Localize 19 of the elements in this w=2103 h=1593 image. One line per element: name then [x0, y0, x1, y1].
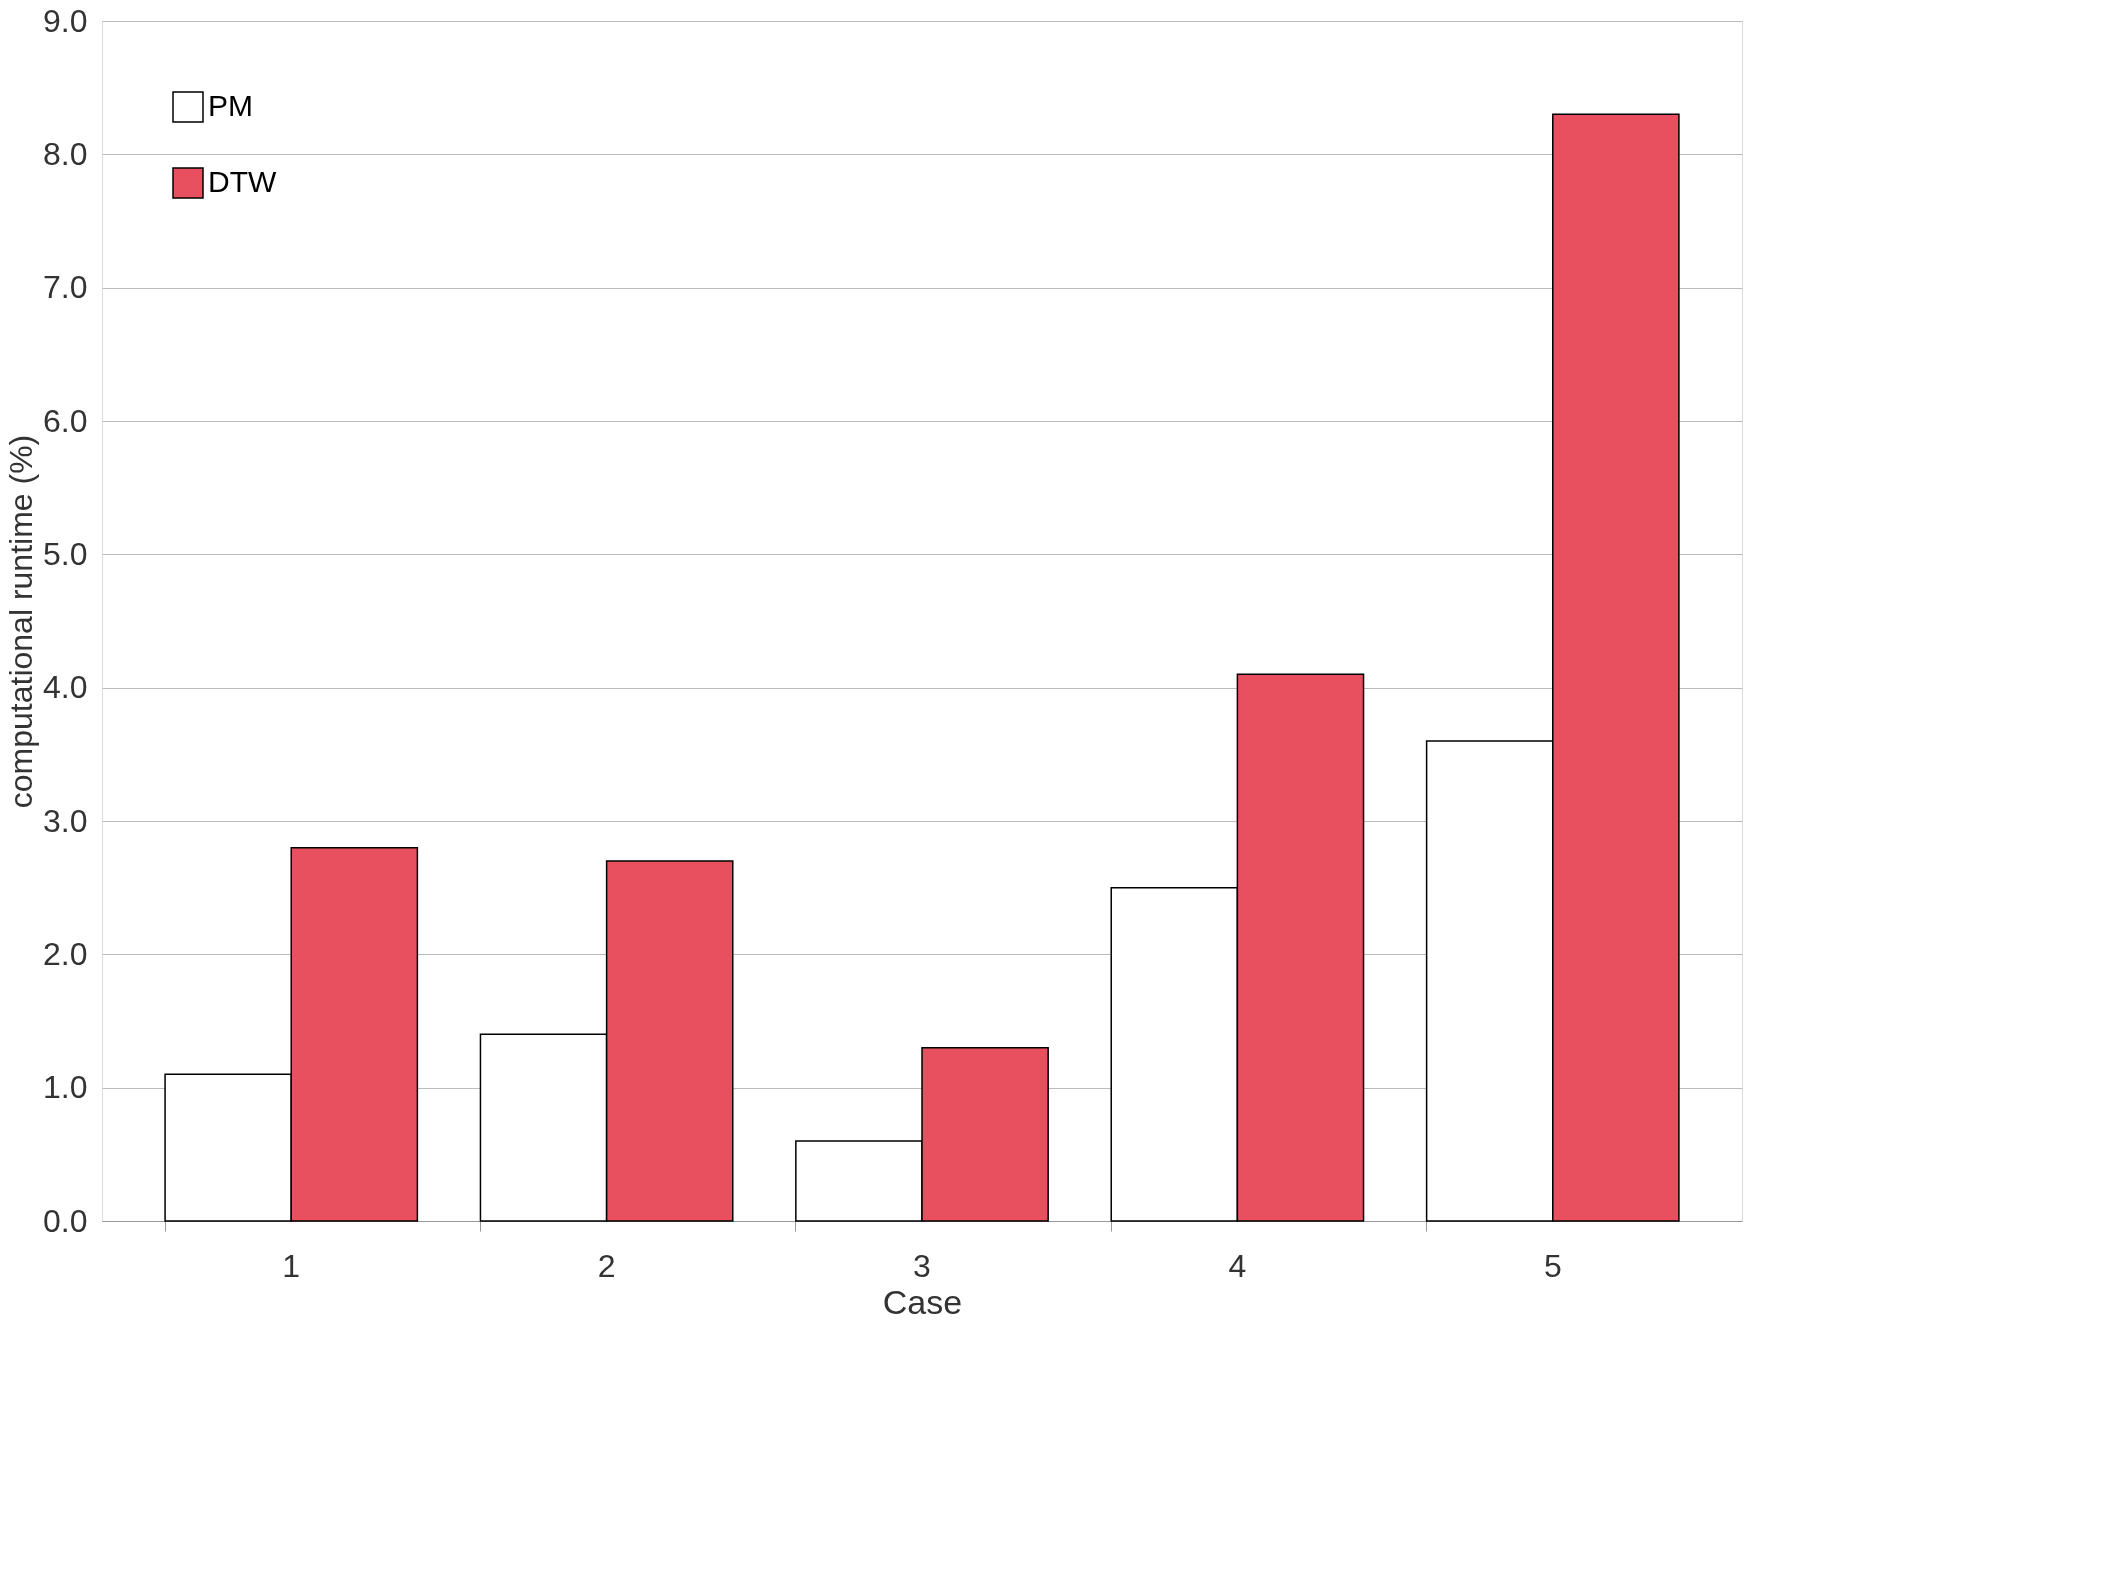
x-tick-label: 3 [913, 1247, 931, 1284]
x-tick-label: 2 [597, 1247, 616, 1284]
y-tick-label: 8.0 [43, 135, 88, 172]
x-tick-label: 5 [1543, 1247, 1562, 1284]
legend-label: DTW [208, 165, 277, 198]
y-tick-label: 1.0 [43, 1069, 88, 1106]
x-axis-title: Case [882, 1282, 963, 1321]
y-tick-label: 2.0 [43, 935, 88, 972]
legend-label: PM [208, 89, 253, 122]
y-tick-label: 6.0 [43, 402, 88, 439]
y-tick-label: 3.0 [43, 802, 88, 839]
y-tick-label: 7.0 [43, 269, 88, 306]
y-tick-label: 0.0 [43, 1202, 88, 1239]
y-tick-label: 4.0 [43, 669, 88, 706]
y-axis-title: computational runtime (%) [3, 434, 40, 809]
y-tick-label: 5.0 [43, 535, 88, 572]
x-tick-label: 1 [282, 1247, 301, 1284]
y-tick-label: 9.0 [43, 2, 88, 39]
x-tick-label: 4 [1228, 1247, 1247, 1284]
